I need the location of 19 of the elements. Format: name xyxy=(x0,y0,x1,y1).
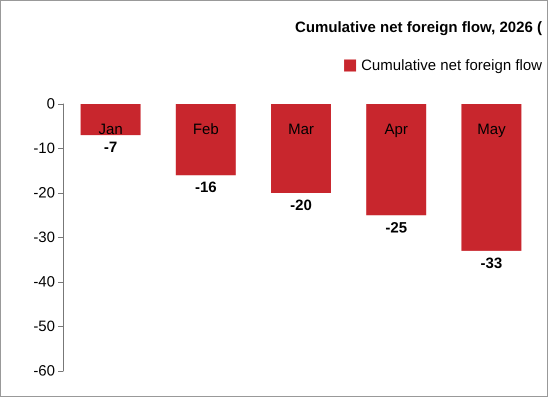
y-tick-label: 0 xyxy=(46,96,55,112)
data-label: -25 xyxy=(385,219,408,236)
x-tick-label: Apr xyxy=(384,121,408,138)
x-tick-label: Feb xyxy=(192,121,219,138)
chart-title: Cumulative net foreign flow, 2026 ( xyxy=(295,19,542,36)
legend-label: Cumulative net foreign flow xyxy=(361,57,542,74)
data-label: -16 xyxy=(194,179,217,196)
data-label: -7 xyxy=(104,139,118,156)
x-tick-label: Mar xyxy=(288,121,314,138)
y-tick-label: -40 xyxy=(33,274,55,290)
data-label: -33 xyxy=(480,254,502,272)
y-tick-label: -30 xyxy=(33,229,55,246)
x-tick-label: Jan xyxy=(98,121,123,138)
y-tick-label: -10 xyxy=(33,140,55,157)
x-tick-label: May xyxy=(477,121,506,138)
y-tick-label: -20 xyxy=(33,184,55,202)
y-tick-label: -50 xyxy=(33,318,55,335)
data-label: -20 xyxy=(290,197,312,214)
y-tick-label: -60 xyxy=(33,362,55,380)
